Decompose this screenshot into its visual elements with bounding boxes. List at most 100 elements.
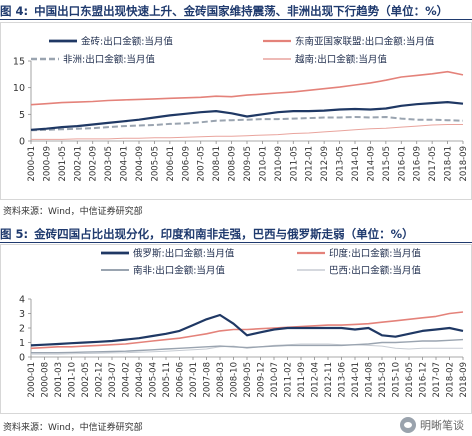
series-line-1-3 [31,124,463,140]
figure5-label: 图 5: [0,227,29,241]
legend-label-1-2: 非洲:出口金额:当月值 [63,54,155,66]
chart-1: 金砖:出口金额:当月值 东南亚国家联盟:出口金额:当月值非洲:出口金额:当月值 越南… [0,22,472,200]
x-tick-label-1-14: 2009-05 [243,146,253,182]
x-tick-label-1-22: 2014-09 [366,146,376,182]
legend-label-1-0: 金砖:出口金额:当月值 [81,36,173,48]
x-tick-label-2-25: 2014-08 [365,362,375,398]
x-tick-label-2-17: 2009-12 [257,362,267,398]
x-tick-label-2-3: 2001-10 [68,362,78,398]
x-tick-label-2-7: 2004-02 [122,362,132,398]
figure5-source: 资料来源：Wind，中信证券研究部 [3,423,143,433]
x-tick-label-1-0: 2000-01 [27,146,37,182]
x-tick-label-2-11: 2006-06 [176,362,186,398]
series-line-2-1 [30,311,464,350]
x-tick-label-2-30: 2017-07 [432,362,442,398]
wechat-icon [400,417,416,433]
x-tick-label-2-10: 2005-11 [162,362,172,398]
x-tick-label-1-27: 2018-01 [444,146,454,182]
series-line-2-3 [31,343,463,355]
x-tick-label-2-15: 2008-10 [230,362,240,398]
legend-label-2-3: 巴西:出口金额:当月值 [329,265,421,277]
x-tick-label-1-5: 2003-05 [104,146,114,182]
legend-label-2-2: 南非:出口金额:当月值 [133,265,225,277]
x-tick-label-1-7: 2004-09 [135,146,145,182]
x-tick-label-2-23: 2013-06 [338,362,348,398]
x-tick-label-2-22: 2012-11 [324,362,334,398]
watermark: 明晰笔谈 [400,417,464,433]
figure4-rule [0,19,472,20]
x-tick-label-2-13: 2007-08 [203,362,213,398]
x-tick-label-1-21: 2014-01 [351,146,361,182]
x-tick-label-2-26: 2015-03 [378,362,388,398]
legend-label-1-1: 东南亚国家联盟:出口金额:当月值 [295,36,435,48]
x-tick-label-1-6: 2004-01 [120,146,130,182]
x-tick-label-1-4: 2002-09 [89,146,99,182]
x-tick-label-2-19: 2011-02 [284,362,294,398]
y-tick-label-2-4: 4 [19,295,25,306]
x-tick-label-2-29: 2016-12 [419,362,429,398]
x-tick-label-1-24: 2016-01 [397,146,407,182]
x-tick-label-2-4: 2002-05 [81,362,91,398]
chart-2: 俄罗斯:出口金额:当月值 印度:出口金额:当月值南非:出口金额:当月值 巴西:出口金… [0,244,472,414]
x-tick-label-1-1: 2000-09 [42,146,52,182]
x-tick-label-2-31: 2018-02 [446,362,456,398]
x-tick-label-2-32: 2018-09 [459,362,469,398]
series-line-2-0 [30,313,464,347]
x-tick-label-1-13: 2008-09 [228,146,238,182]
x-tick-label-1-8: 2005-05 [150,146,160,182]
y-tick-label-2-1: 1 [19,338,25,349]
x-tick-label-1-11: 2007-05 [197,146,207,182]
y-tick-label-2-0: 0 [19,353,25,364]
x-tick-label-1-15: 2010-01 [258,146,268,182]
x-tick-label-1-10: 2006-09 [181,146,191,182]
series-line-1-0 [30,100,464,131]
x-tick-label-1-23: 2015-05 [382,146,392,182]
x-tick-label-2-14: 2008-03 [216,362,226,398]
x-tick-label-2-12: 2007-01 [189,362,199,398]
x-tick-label-1-2: 2001-05 [58,146,68,182]
x-tick-label-2-21: 2012-04 [311,362,321,398]
x-tick-label-1-26: 2017-05 [428,146,438,182]
figure5-rule [0,242,472,243]
x-tick-label-1-25: 2016-09 [413,146,423,182]
figure4-source: 资料来源：Wind，中信证券研究部 [3,207,143,217]
x-tick-label-2-16: 2009-05 [243,362,253,398]
figure5-title: 金砖四国占比出现分化，印度和南非走强，巴西与俄罗斯走弱（单位：%） [34,227,414,241]
x-tick-label-1-18: 2012-01 [305,146,315,182]
x-tick-label-1-12: 2008-01 [212,146,222,182]
x-tick-label-2-8: 2004-09 [135,362,145,398]
y-tick-label-2-3: 3 [19,309,25,320]
y-tick-label-1-3: 15 [13,57,25,68]
x-tick-label-2-9: 2005-04 [149,362,159,398]
x-tick-label-2-1: 2000-08 [41,362,51,398]
figure5-caption: 图 5: 金砖四国占比出现分化，印度和南非走强，巴西与俄罗斯走弱（单位：%） [0,226,414,242]
x-tick-label-2-20: 2011-09 [297,362,307,398]
legend-label-2-1: 印度:出口金额:当月值 [329,248,421,260]
x-tick-label-1-28: 2018-09 [459,146,469,182]
x-tick-label-1-9: 2006-01 [166,146,176,182]
y-tick-label-1-2: 10 [13,83,25,94]
x-tick-label-1-3: 2002-01 [73,146,83,182]
x-tick-label-2-2: 2001-03 [54,362,64,398]
x-tick-label-1-16: 2010-09 [274,146,284,182]
x-tick-label-2-5: 2002-12 [95,362,105,398]
x-tick-label-1-19: 2012-09 [320,146,330,182]
x-tick-label-2-0: 2000-01 [27,362,37,398]
x-tick-label-1-17: 2011-05 [289,146,299,182]
series-line-2-2 [31,338,464,354]
legend-label-2-0: 俄罗斯:出口金额:当月值 [133,248,235,260]
x-tick-label-2-24: 2014-01 [351,362,361,398]
x-tick-label-2-28: 2016-05 [405,362,415,398]
x-tick-label-2-27: 2015-10 [392,362,402,398]
legend-label-1-3: 越南:出口金额:当月值 [295,54,387,66]
watermark-text: 明晰笔谈 [420,419,464,432]
y-tick-label-1-0: 0 [19,137,25,148]
figure4-label: 图 4: [0,4,29,18]
y-tick-label-1-1: 5 [19,110,25,121]
x-tick-label-2-6: 2003-07 [108,362,118,398]
figure4-caption: 图 4: 中国出口东盟出现快速上升、金砖国家维持震荡、非洲出现下行趋势（单位：%） [0,3,448,19]
y-tick-label-2-2: 2 [19,324,25,335]
series-line-1-2 [30,116,464,132]
